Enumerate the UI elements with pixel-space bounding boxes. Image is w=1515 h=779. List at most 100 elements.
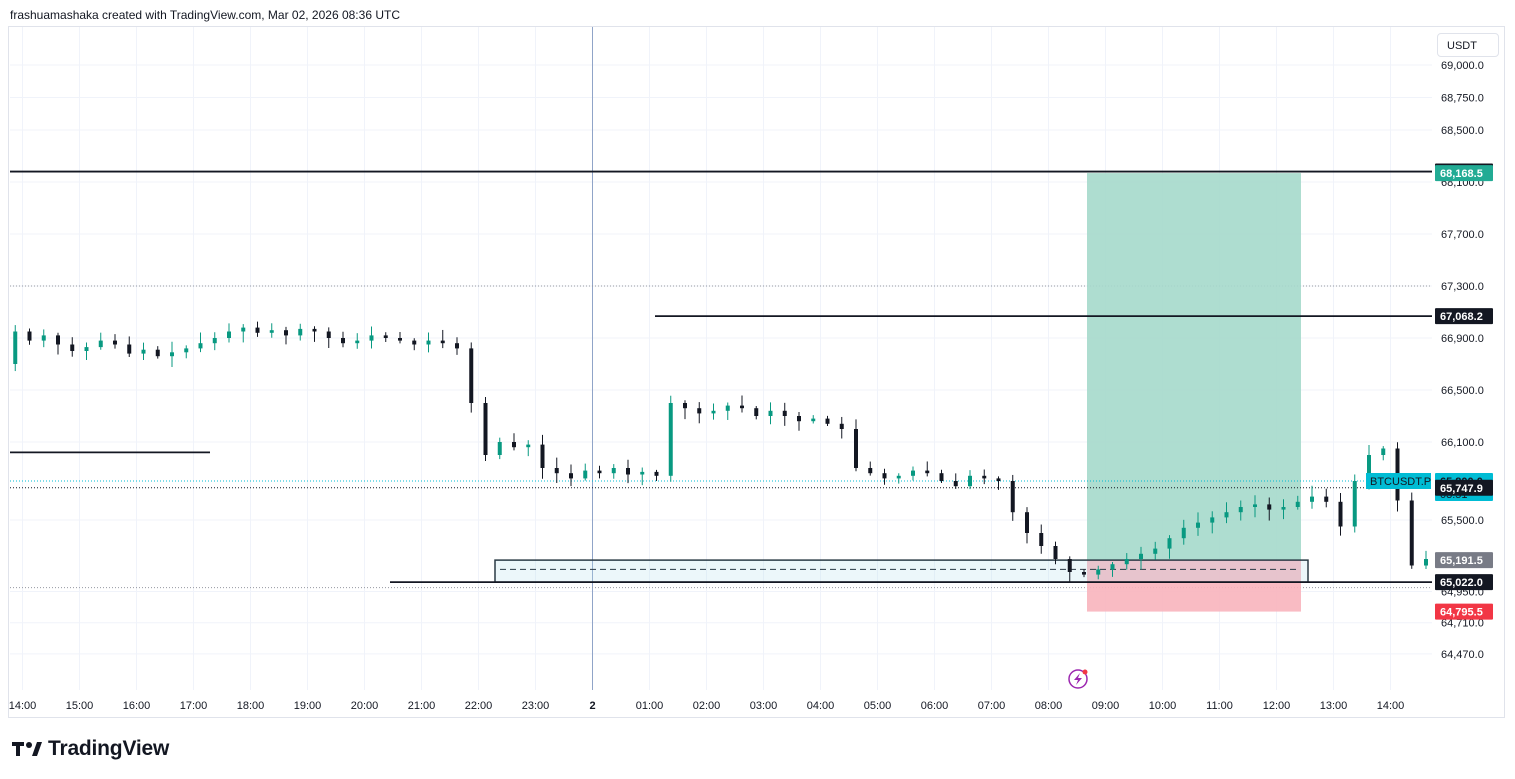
time-axis[interactable]: 14:00 15:00 16:00 17:00 18:00 19:00 20:00 21:00… — [9, 700, 1405, 712]
candle[interactable] — [597, 465, 602, 479]
candle[interactable] — [255, 321, 260, 337]
candle[interactable] — [1338, 493, 1343, 536]
candle[interactable] — [1067, 556, 1072, 582]
candle[interactable] — [754, 406, 759, 420]
candle[interactable] — [369, 326, 374, 349]
candle[interactable] — [654, 469, 659, 482]
candle[interactable] — [569, 464, 573, 487]
candle[interactable] — [540, 434, 545, 479]
candle[interactable] — [1082, 569, 1086, 578]
candle[interactable] — [1238, 500, 1243, 521]
candle[interactable] — [27, 328, 32, 345]
candle[interactable] — [526, 440, 531, 457]
candle[interactable] — [683, 400, 687, 420]
candle[interactable] — [1153, 541, 1158, 560]
candle[interactable] — [113, 334, 117, 349]
candle[interactable] — [1381, 446, 1386, 461]
candle[interactable] — [312, 326, 317, 342]
candle[interactable] — [241, 324, 246, 343]
candle[interactable] — [56, 332, 60, 355]
candle[interactable] — [711, 403, 716, 420]
candle[interactable] — [797, 411, 801, 431]
candle[interactable] — [782, 402, 787, 426]
candle[interactable] — [740, 395, 744, 413]
candle[interactable] — [497, 437, 502, 460]
candle[interactable] — [184, 345, 189, 359]
candle[interactable] — [939, 469, 944, 483]
candle[interactable] — [1310, 485, 1314, 509]
candle[interactable] — [811, 415, 816, 424]
candle[interactable] — [911, 466, 915, 481]
candle[interactable] — [896, 473, 901, 484]
candle[interactable] — [640, 467, 645, 486]
candle[interactable] — [1253, 495, 1257, 518]
candle[interactable] — [1224, 502, 1229, 524]
candle[interactable] — [440, 329, 445, 349]
candle[interactable] — [1510, 470, 1514, 541]
currency-selector[interactable]: USDT — [1437, 33, 1499, 57]
candle[interactable] — [953, 473, 958, 489]
candle[interactable] — [554, 457, 559, 483]
candle[interactable] — [326, 327, 331, 348]
candle[interactable] — [768, 402, 773, 425]
candle[interactable] — [626, 459, 630, 484]
candle[interactable] — [825, 415, 830, 426]
candles[interactable] — [13, 315, 1515, 584]
candle[interactable] — [426, 332, 431, 353]
candle[interactable] — [412, 338, 417, 351]
candle[interactable] — [469, 342, 474, 413]
candle[interactable] — [1110, 561, 1115, 577]
candle[interactable] — [455, 337, 459, 355]
candle[interactable] — [1352, 474, 1357, 533]
candle[interactable] — [284, 326, 288, 345]
candle[interactable] — [1025, 507, 1029, 544]
candle[interactable] — [1124, 553, 1129, 570]
candle[interactable] — [839, 416, 844, 439]
candle[interactable] — [155, 346, 160, 359]
plot-area[interactable] — [10, 27, 1515, 690]
candle[interactable] — [84, 342, 89, 361]
candle[interactable] — [1181, 519, 1186, 545]
candle[interactable] — [1424, 550, 1428, 569]
candle[interactable] — [854, 419, 858, 472]
candle[interactable] — [198, 332, 203, 353]
candle[interactable] — [968, 470, 972, 490]
candle[interactable] — [398, 331, 402, 344]
candle[interactable] — [996, 476, 1001, 490]
candle[interactable] — [1324, 488, 1329, 508]
candle[interactable] — [697, 402, 702, 424]
candle[interactable] — [212, 332, 217, 351]
candle[interactable] — [611, 464, 616, 479]
candle[interactable] — [341, 331, 345, 348]
candle[interactable] — [1196, 512, 1200, 536]
candle[interactable] — [355, 333, 360, 349]
candle[interactable] — [483, 396, 488, 461]
candle[interactable] — [170, 341, 174, 367]
candle[interactable] — [298, 323, 303, 341]
candle[interactable] — [1039, 524, 1044, 554]
alert-lightning-icon[interactable] — [1068, 669, 1088, 689]
candle[interactable] — [882, 468, 887, 485]
candle[interactable] — [868, 461, 873, 476]
candle[interactable] — [227, 323, 231, 343]
price-axis[interactable]: 64,470.064,710.064,950.065,500.066,100.0… — [1435, 60, 1493, 661]
candle[interactable] — [1053, 541, 1058, 565]
candle[interactable] — [512, 433, 516, 451]
candle[interactable] — [70, 337, 75, 357]
candle[interactable] — [1167, 535, 1172, 559]
candle[interactable] — [1281, 499, 1286, 520]
candle[interactable] — [1267, 497, 1272, 521]
candle[interactable] — [13, 325, 18, 372]
candle[interactable] — [668, 395, 673, 482]
candle[interactable] — [127, 336, 132, 357]
candle[interactable] — [1210, 511, 1215, 534]
candle[interactable] — [982, 469, 987, 485]
candle[interactable] — [141, 342, 146, 360]
candle[interactable] — [41, 329, 46, 348]
candle[interactable] — [1495, 529, 1499, 580]
candle[interactable] — [98, 332, 103, 350]
candle[interactable] — [1295, 495, 1300, 510]
candle[interactable] — [1409, 492, 1414, 569]
candle[interactable] — [1139, 546, 1143, 570]
